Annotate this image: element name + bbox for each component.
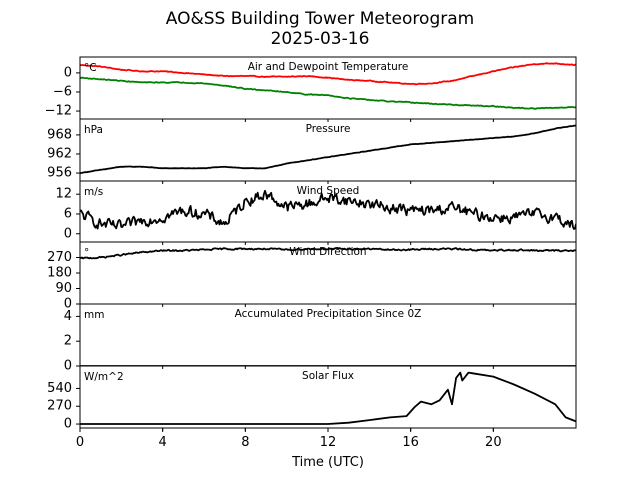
- chart-title-line2: 2025-03-16: [271, 29, 370, 49]
- x-tick-label-3: 12: [320, 435, 337, 450]
- panel-precip: 0 2 4 Accumulated Precipitation Since 0Z mm: [64, 303, 577, 374]
- panel-title-temp: Air and Dewpoint Temperature: [248, 61, 409, 73]
- series-line-temp-0: [80, 62, 576, 86]
- y-tick-label-solar-2: 540: [47, 381, 72, 396]
- x-tick-label-4: 16: [402, 435, 419, 450]
- panel-solar: 0 270 540 Solar Flux W/m^2: [47, 365, 577, 432]
- y-tick-label-temp-0: 0: [64, 65, 72, 80]
- series-line-wind_speed-0: [80, 189, 576, 230]
- x-tick-label-5: 20: [485, 435, 502, 450]
- panel-title-wind_speed: Wind Speed: [297, 185, 360, 197]
- y-tick-label-solar-1: 270: [47, 399, 72, 414]
- series-line-solar-0: [80, 371, 576, 425]
- y-tick-label-pressure-2: 968: [47, 127, 72, 142]
- y-tick-label-wind_dir-3: 270: [47, 250, 72, 265]
- y-tick-label-precip-0: 0: [64, 359, 72, 374]
- y-tick-label-temp-2: −12: [45, 104, 72, 119]
- y-tick-label-precip-2: 4: [64, 309, 72, 324]
- y-tick-label-wind_dir-1: 90: [55, 281, 72, 296]
- panel-title-pressure: Pressure: [306, 123, 351, 135]
- x-tick-label-0: 0: [76, 435, 84, 450]
- y-tick-label-pressure-1: 962: [47, 146, 72, 161]
- y-tick-label-temp-1: −6: [53, 84, 72, 99]
- panel-wind_speed: 0 6 12 Wind Speed m/s: [55, 180, 577, 245]
- y-tick-label-wind_dir-2: 180: [47, 266, 72, 281]
- series-line-pressure-0: [80, 124, 576, 174]
- panel-unit-solar: W/m^2: [84, 371, 124, 383]
- panel-pressure: 956 962 968 Pressure hPa: [47, 118, 577, 184]
- panel-temp: 0 −6 −12 Air and Dewpoint Temperature °C: [45, 56, 577, 122]
- y-tick-label-precip-1: 2: [64, 334, 72, 349]
- chart-title-line1: AO&SS Building Tower Meteorogram: [166, 9, 474, 29]
- panel-title-solar: Solar Flux: [302, 370, 354, 382]
- panel-title-precip: Accumulated Precipitation Since 0Z: [235, 308, 422, 320]
- series-line-wind_dir-0: [80, 247, 576, 260]
- x-axis-label: Time (UTC): [291, 455, 364, 470]
- panel-unit-precip: mm: [84, 309, 104, 321]
- x-tick-label-2: 8: [241, 435, 249, 450]
- y-tick-label-pressure-0: 956: [47, 166, 72, 181]
- panel-unit-wind_dir: °: [84, 247, 89, 259]
- x-axis: 0 4 8 12 16 20: [76, 428, 502, 450]
- y-tick-label-wind_dir-0: 0: [64, 297, 72, 312]
- panel-unit-wind_speed: m/s: [84, 186, 103, 198]
- panel-unit-temp: °C: [84, 62, 97, 74]
- series-line-temp-1: [80, 76, 576, 110]
- x-tick-label-1: 4: [159, 435, 167, 450]
- panel-unit-pressure: hPa: [84, 124, 103, 136]
- y-tick-label-wind_speed-1: 6: [64, 206, 72, 221]
- y-tick-label-wind_speed-0: 0: [64, 226, 72, 241]
- y-tick-label-wind_speed-2: 12: [55, 187, 72, 202]
- y-tick-label-solar-0: 0: [64, 417, 72, 432]
- panel-title-wind_dir: Wind Direction: [289, 246, 366, 258]
